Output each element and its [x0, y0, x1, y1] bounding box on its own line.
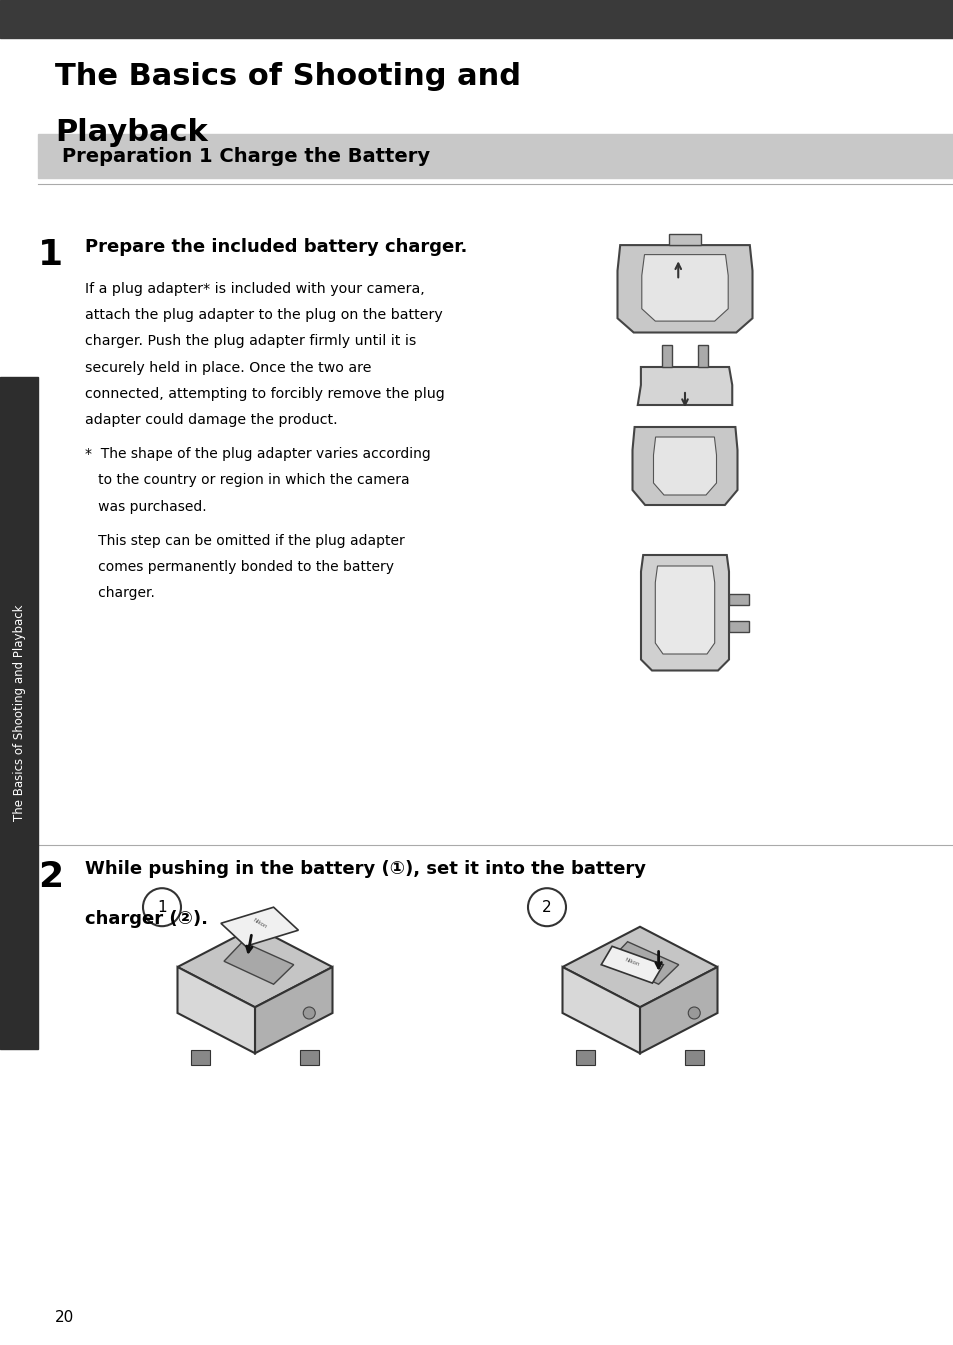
- Polygon shape: [254, 967, 333, 1053]
- Text: Preparation 1 Charge the Battery: Preparation 1 Charge the Battery: [62, 147, 430, 165]
- Polygon shape: [617, 245, 752, 332]
- Polygon shape: [177, 967, 254, 1053]
- Bar: [0, 377, 38, 1049]
- Text: charger (②).: charger (②).: [85, 911, 208, 928]
- Polygon shape: [576, 1050, 595, 1065]
- Text: securely held in place. Once the two are: securely held in place. Once the two are: [85, 360, 371, 375]
- Polygon shape: [177, 927, 333, 1007]
- Bar: [728, 593, 748, 604]
- Text: This step can be omitted if the plug adapter: This step can be omitted if the plug ada…: [85, 534, 404, 547]
- Text: Playback: Playback: [55, 118, 208, 147]
- Text: adapter could damage the product.: adapter could damage the product.: [85, 413, 337, 426]
- Text: attach the plug adapter to the plug on the battery: attach the plug adapter to the plug on t…: [85, 308, 442, 323]
- Polygon shape: [600, 947, 662, 983]
- Polygon shape: [562, 967, 639, 1053]
- Polygon shape: [299, 1050, 318, 1065]
- Text: The Basics of Shooting and Playback: The Basics of Shooting and Playback: [12, 605, 26, 820]
- Text: The Basics of Shooting and: The Basics of Shooting and: [55, 62, 520, 91]
- Circle shape: [687, 1007, 700, 1020]
- Text: While pushing in the battery (①), set it into the battery: While pushing in the battery (①), set it…: [85, 859, 645, 878]
- Circle shape: [143, 888, 181, 927]
- Text: 1: 1: [157, 900, 167, 915]
- Text: *  The shape of the plug adapter varies according: * The shape of the plug adapter varies a…: [85, 447, 431, 461]
- Text: Nikon: Nikon: [252, 917, 268, 929]
- Text: comes permanently bonded to the battery: comes permanently bonded to the battery: [85, 560, 394, 574]
- Polygon shape: [638, 367, 732, 405]
- Text: to the country or region in which the camera: to the country or region in which the ca…: [85, 473, 409, 487]
- Polygon shape: [640, 555, 728, 671]
- Text: charger. Push the plug adapter firmly until it is: charger. Push the plug adapter firmly un…: [85, 335, 416, 348]
- Bar: [728, 621, 748, 632]
- Circle shape: [527, 888, 565, 927]
- Polygon shape: [639, 967, 717, 1053]
- Polygon shape: [224, 941, 294, 985]
- Polygon shape: [655, 566, 714, 654]
- Bar: [668, 234, 700, 245]
- Bar: [0, 0, 953, 38]
- Polygon shape: [653, 437, 716, 495]
- Text: Nikon: Nikon: [623, 958, 639, 967]
- Text: 1: 1: [38, 238, 63, 272]
- Polygon shape: [192, 1050, 210, 1065]
- Text: charger.: charger.: [85, 586, 154, 600]
- Polygon shape: [562, 927, 717, 1007]
- Bar: [38, 134, 953, 178]
- Text: 20: 20: [55, 1310, 74, 1325]
- Bar: [661, 346, 672, 367]
- Polygon shape: [608, 941, 678, 985]
- Polygon shape: [632, 426, 737, 504]
- Text: If a plug adapter* is included with your camera,: If a plug adapter* is included with your…: [85, 282, 424, 296]
- Text: Prepare the included battery charger.: Prepare the included battery charger.: [85, 238, 467, 256]
- Text: was purchased.: was purchased.: [85, 499, 207, 514]
- Polygon shape: [684, 1050, 702, 1065]
- Polygon shape: [221, 907, 298, 947]
- Text: 2: 2: [38, 859, 63, 894]
- Text: connected, attempting to forcibly remove the plug: connected, attempting to forcibly remove…: [85, 387, 444, 401]
- Bar: [697, 346, 707, 367]
- Polygon shape: [641, 254, 727, 321]
- Text: 2: 2: [541, 900, 551, 915]
- Circle shape: [303, 1007, 314, 1020]
